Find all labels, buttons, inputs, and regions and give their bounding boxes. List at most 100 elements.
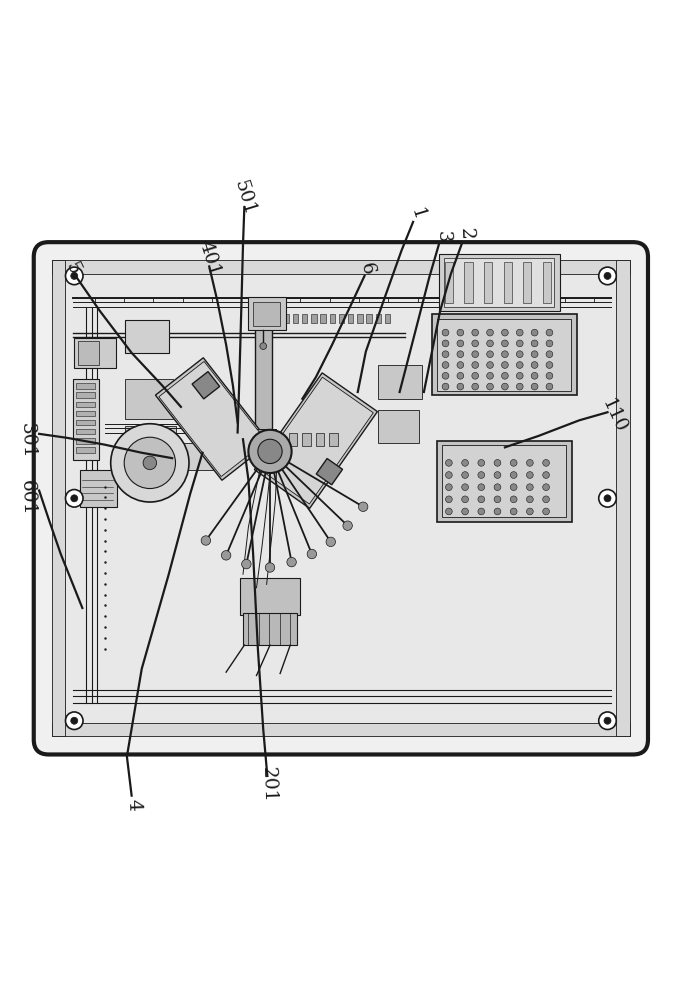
Circle shape <box>510 472 517 478</box>
Bar <box>375 314 381 323</box>
Circle shape <box>494 508 501 515</box>
Bar <box>289 432 297 446</box>
Bar <box>284 314 289 323</box>
Circle shape <box>472 351 479 358</box>
Circle shape <box>487 351 493 358</box>
Circle shape <box>543 460 549 466</box>
Bar <box>253 302 280 326</box>
Circle shape <box>71 272 78 279</box>
Circle shape <box>478 472 485 478</box>
Circle shape <box>599 490 616 507</box>
Circle shape <box>457 329 464 336</box>
Bar <box>444 258 554 307</box>
Bar <box>76 447 95 453</box>
Polygon shape <box>317 458 342 485</box>
Circle shape <box>502 383 508 390</box>
Bar <box>329 314 335 323</box>
Bar <box>302 432 311 446</box>
Circle shape <box>546 372 553 379</box>
Bar <box>385 314 390 323</box>
Circle shape <box>531 372 538 379</box>
Bar <box>80 470 117 507</box>
Circle shape <box>478 508 485 515</box>
Bar <box>316 432 324 446</box>
Bar <box>74 338 116 368</box>
Circle shape <box>358 502 368 511</box>
Circle shape <box>260 343 267 349</box>
Circle shape <box>531 351 538 358</box>
Circle shape <box>526 508 533 515</box>
Bar <box>523 262 531 303</box>
Polygon shape <box>155 358 270 480</box>
Text: 5: 5 <box>61 259 83 278</box>
Bar <box>348 314 353 323</box>
Bar <box>367 314 372 323</box>
Bar <box>437 441 572 522</box>
Circle shape <box>71 717 78 724</box>
Circle shape <box>446 484 452 491</box>
Circle shape <box>457 383 464 390</box>
Bar <box>76 383 95 389</box>
Circle shape <box>502 362 508 368</box>
Circle shape <box>446 496 452 503</box>
Circle shape <box>258 439 282 464</box>
Circle shape <box>487 372 493 379</box>
Bar <box>439 254 560 311</box>
Circle shape <box>516 351 523 358</box>
Circle shape <box>604 717 611 724</box>
Circle shape <box>65 712 83 730</box>
Bar <box>378 365 422 399</box>
Bar <box>437 319 571 391</box>
Circle shape <box>604 495 611 502</box>
Circle shape <box>543 484 549 491</box>
Circle shape <box>221 551 231 560</box>
Bar <box>52 260 65 736</box>
Text: 501: 501 <box>230 178 259 217</box>
Circle shape <box>516 383 523 390</box>
Circle shape <box>472 340 479 347</box>
Bar <box>484 262 492 303</box>
Circle shape <box>502 329 508 336</box>
Bar <box>76 411 95 416</box>
Circle shape <box>604 272 611 279</box>
Bar <box>76 420 95 425</box>
Circle shape <box>265 563 275 572</box>
Circle shape <box>543 472 549 478</box>
Circle shape <box>510 460 517 466</box>
Circle shape <box>143 456 157 470</box>
Text: 6: 6 <box>356 261 377 276</box>
Circle shape <box>462 496 468 503</box>
Circle shape <box>457 340 464 347</box>
Bar <box>255 304 272 436</box>
Circle shape <box>442 383 449 390</box>
Bar <box>76 429 95 434</box>
Bar <box>357 314 362 323</box>
Circle shape <box>457 362 464 368</box>
Circle shape <box>502 340 508 347</box>
Circle shape <box>526 484 533 491</box>
Bar <box>543 262 551 303</box>
Text: 601: 601 <box>18 480 36 516</box>
Circle shape <box>71 495 78 502</box>
Bar <box>293 314 298 323</box>
Bar <box>248 298 286 330</box>
Bar <box>251 429 276 439</box>
Circle shape <box>546 383 553 390</box>
Circle shape <box>457 372 464 379</box>
Circle shape <box>457 351 464 358</box>
Circle shape <box>531 340 538 347</box>
Circle shape <box>487 362 493 368</box>
Text: 201: 201 <box>259 767 278 803</box>
Bar <box>73 378 99 460</box>
Circle shape <box>446 508 452 515</box>
Circle shape <box>307 549 317 559</box>
Circle shape <box>472 383 479 390</box>
Circle shape <box>326 537 335 547</box>
Circle shape <box>487 329 493 336</box>
Bar <box>76 402 95 407</box>
Bar <box>52 723 630 736</box>
Circle shape <box>546 351 553 358</box>
Text: 2: 2 <box>456 227 475 240</box>
Circle shape <box>65 490 83 507</box>
Circle shape <box>531 383 538 390</box>
